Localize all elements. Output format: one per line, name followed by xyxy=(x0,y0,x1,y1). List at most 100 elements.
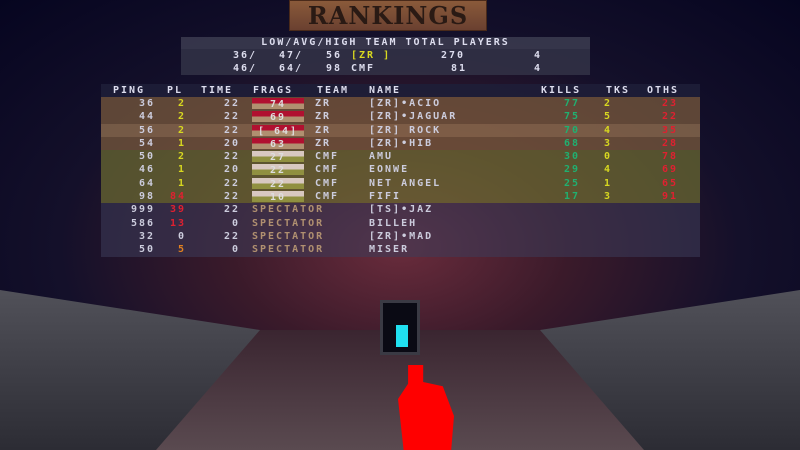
others: 28 xyxy=(661,137,678,149)
packet-loss: 1 xyxy=(177,164,186,176)
time: 22 xyxy=(223,191,240,203)
packet-loss: 2 xyxy=(177,111,186,123)
kills: 77 xyxy=(563,98,580,109)
team: SPECTATOR xyxy=(252,217,325,229)
ping: 98 xyxy=(138,191,155,203)
time: 0 xyxy=(231,244,240,256)
avg: 47/ xyxy=(279,50,304,61)
players: 4 xyxy=(534,63,543,74)
rankings-logo: RANKINGS xyxy=(289,0,487,31)
frags: 10 xyxy=(252,191,304,203)
time: 22 xyxy=(223,151,240,163)
team: CMF xyxy=(315,177,340,189)
player-name: [ZR]•HIB xyxy=(369,137,434,149)
ping: 46 xyxy=(138,164,155,176)
team: SPECTATOR xyxy=(252,230,325,242)
header-oths: OTHS xyxy=(647,85,680,96)
team-kills: 2 xyxy=(603,98,612,109)
player-name: [TS]•JAZ xyxy=(369,204,434,216)
low: 46/ xyxy=(233,63,258,74)
player-name: [ZR] ROCK xyxy=(369,124,442,136)
ping: 56 xyxy=(138,124,155,136)
table-row: 56 2 22 [ 64] ZR [ZR] ROCK 70 4 35 xyxy=(101,123,700,137)
packet-loss: 39 xyxy=(169,204,186,216)
others: 65 xyxy=(661,177,678,189)
packet-loss: 1 xyxy=(177,177,186,189)
team-kills: 4 xyxy=(603,124,612,136)
total: 270 xyxy=(441,50,466,61)
player-name: FIFI xyxy=(369,191,402,203)
frags: [ 64] xyxy=(252,124,304,137)
team: CMF xyxy=(315,164,340,176)
time: 22 xyxy=(223,124,240,136)
team: SPECTATOR xyxy=(252,244,325,256)
ping: 999 xyxy=(130,204,155,216)
kills: 25 xyxy=(563,177,580,189)
others: 35 xyxy=(661,124,678,136)
time: 22 xyxy=(223,230,240,242)
team: ZR xyxy=(315,98,332,109)
frags: 22 xyxy=(252,177,304,190)
time: 22 xyxy=(223,177,240,189)
avg: 64/ xyxy=(279,63,304,74)
kills: 30 xyxy=(563,151,580,163)
player-name: [ZR]•MAD xyxy=(369,230,434,242)
others: 69 xyxy=(661,164,678,176)
ping: 50 xyxy=(138,244,155,256)
time: 22 xyxy=(223,204,240,216)
time: 20 xyxy=(223,137,240,149)
table-row: 50 2 22 27 CMF AMU 30 0 78 xyxy=(101,150,700,164)
packet-loss: 1 xyxy=(177,137,186,149)
ping: 586 xyxy=(130,217,155,229)
ping: 44 xyxy=(138,111,155,123)
others: 91 xyxy=(661,191,678,203)
header-pl: PL xyxy=(167,85,184,96)
packet-loss: 84 xyxy=(169,191,186,203)
packet-loss: 2 xyxy=(177,98,186,109)
ping: 64 xyxy=(138,177,155,189)
time: 0 xyxy=(231,217,240,229)
packet-loss: 5 xyxy=(177,244,186,256)
table-row: 54 1 20 63 ZR [ZR]•HIB 68 3 28 xyxy=(101,136,700,151)
kills: 17 xyxy=(563,191,580,203)
header-team: TEAM xyxy=(317,85,350,96)
header-ping: PING xyxy=(113,85,146,96)
player-name: AMU xyxy=(369,151,394,163)
packet-loss: 2 xyxy=(177,124,186,136)
team: SPECTATOR xyxy=(252,204,325,216)
ping: 54 xyxy=(138,137,155,149)
kills: 68 xyxy=(563,137,580,149)
rankings-table: PING PL TIME FRAGS TEAM NAME KILLS TKS O… xyxy=(101,84,700,257)
others: 22 xyxy=(661,111,678,123)
team-kills: 0 xyxy=(603,151,612,163)
enemy-player xyxy=(396,325,408,347)
team: [ZR ] xyxy=(351,50,392,61)
players: 4 xyxy=(534,50,543,61)
frags: 74 xyxy=(252,98,304,110)
team: ZR xyxy=(315,137,332,149)
header-kills: KILLS xyxy=(541,85,582,96)
packet-loss: 0 xyxy=(177,230,186,242)
frags: 22 xyxy=(252,164,304,176)
time: 22 xyxy=(223,111,240,123)
team-kills: 3 xyxy=(603,191,612,203)
table-row: 46 1 20 22 CMF EONWE 29 4 69 xyxy=(101,163,700,177)
table-body: 36 2 22 74 ZR [ZR]•ACIO 77 2 23 44 2 22 69 ZR … xyxy=(101,97,700,257)
team-kills: 1 xyxy=(603,177,612,189)
ping: 50 xyxy=(138,151,155,163)
frags: 63 xyxy=(252,137,304,150)
doorway xyxy=(380,300,420,355)
team: ZR xyxy=(315,124,332,136)
table-row: 98 84 22 10 CMF FIFI 17 3 91 xyxy=(101,190,700,204)
player-name: NET ANGEL xyxy=(369,177,442,189)
time: 20 xyxy=(223,164,240,176)
high: 56 xyxy=(326,50,343,61)
packet-loss: 2 xyxy=(177,151,186,163)
team-kills: 4 xyxy=(603,164,612,176)
team: CMF xyxy=(351,63,376,74)
packet-loss: 13 xyxy=(169,217,186,229)
header-time: TIME xyxy=(201,85,234,96)
frags: 27 xyxy=(252,151,304,163)
summary-row: 36/ 47/ 56 [ZR ] 270 4 xyxy=(181,49,590,62)
header-name: NAME xyxy=(369,85,402,96)
